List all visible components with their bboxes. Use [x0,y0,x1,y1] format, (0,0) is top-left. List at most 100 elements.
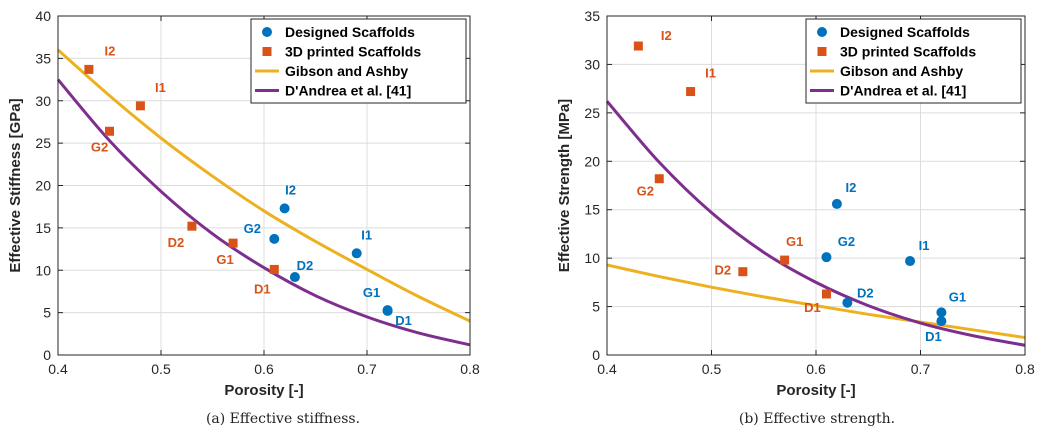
printed-point [228,238,238,248]
point-label: G2 [244,221,261,236]
legend: Designed Scaffolds 3D printed Scaffolds Gi… [805,18,1022,104]
y-tick-label: 25 [35,135,51,151]
point-label: D1 [254,281,271,296]
point-label: I1 [361,227,372,242]
y-tick-label: 10 [35,262,51,278]
legend-square-swatch [817,47,827,56]
figure-caption: (a) Effective stiffness. [206,411,360,427]
y-axis-label: Effective Stiffness [GPa] [7,98,24,272]
x-tick-label: 0.4 [597,361,617,377]
y-tick-label: 35 [584,8,600,24]
x-tick-label: 0.6 [806,361,826,377]
legend-label: D'Andrea et al. [41] [840,83,966,99]
legend-square-swatch [262,47,272,56]
legend-label: Gibson and Ashby [285,63,408,79]
printed-point [686,87,696,97]
point-label: I2 [661,28,672,43]
point-label: D1 [804,300,821,315]
designed-point [936,316,947,327]
designed-point [831,198,842,209]
y-tick-label: 40 [35,8,51,24]
point-label: D2 [715,263,732,278]
x-tick-label: 0.8 [460,361,480,377]
x-tick-label: 0.7 [911,361,931,377]
printed-point [269,264,279,274]
point-label: I1 [155,80,166,95]
point-label: D1 [925,329,942,344]
y-tick-label: 35 [35,50,51,66]
legend-label: Designed Scaffolds [840,24,970,40]
point-label: G1 [786,234,803,249]
y-tick-label: 10 [584,250,600,266]
printed-point [738,267,748,277]
point-label: I1 [705,66,716,81]
legend-label: Designed Scaffolds [285,24,415,40]
printed-point [654,174,664,184]
legend-circle-swatch [262,27,272,37]
point-label: G2 [91,139,108,154]
series-line-d-andrea-et-al-41 [605,100,1026,347]
x-axis-label: Porosity [-] [776,382,855,399]
x-axis-label: Porosity [-] [224,382,303,399]
series-line-d-andrea-et-al-41 [56,78,471,347]
point-label: G1 [216,252,233,267]
x-tick-label: 0.5 [702,361,722,377]
y-tick-label: 0 [592,347,600,363]
y-tick-label: 20 [584,153,600,169]
point-label: D1 [395,313,412,328]
printed-point [187,221,197,231]
printed-point [821,289,831,299]
y-tick-label: 5 [43,305,51,321]
designed-point [269,233,280,244]
chart-panel-stiffness: I2 G2 D2 I1 G1 D1 I2 I1 G2 D2 G1 D1 0.4 0.5 0.6 0.7 0.8 0… [7,8,480,427]
series-line-gibson-and-ashby [57,48,471,323]
printed-point [780,255,790,265]
figure-caption: (b) Effective strength. [739,411,895,427]
printed-point [105,126,114,136]
series-line-gibson-and-ashby [606,263,1026,340]
legend-label: 3D printed Scaffolds [840,44,976,60]
legend-circle-swatch [817,27,827,37]
printed-point [633,41,643,51]
designed-point [905,256,916,267]
designed-point [351,248,362,259]
printed-point [135,101,145,111]
point-label: G1 [949,289,966,304]
point-label: I1 [919,238,930,253]
legend-box [250,18,467,104]
x-tick-label: 0.6 [254,361,274,377]
y-tick-label: 20 [35,178,51,194]
y-tick-label: 30 [35,93,51,109]
legend-box [805,18,1022,104]
point-label: I2 [104,43,115,58]
x-tick-label: 0.4 [48,361,68,377]
legend: Designed Scaffolds 3D printed Scaffolds Gi… [250,18,467,104]
point-label: D2 [857,286,874,301]
point-label: G1 [363,285,380,300]
y-tick-label: 15 [35,220,51,236]
designed-point [279,203,290,214]
point-label: D2 [168,235,185,250]
legend-label: Gibson and Ashby [840,63,963,79]
designed-point [936,307,947,318]
point-label: D2 [297,258,314,273]
x-tick-label: 0.7 [357,361,377,377]
x-tick-label: 0.8 [1015,361,1035,377]
designed-point [821,252,832,263]
point-label: G2 [637,184,654,199]
y-tick-label: 5 [592,299,600,315]
designed-point [842,297,853,308]
point-label: I2 [845,180,856,195]
x-tick-label: 0.5 [151,361,171,377]
legend-label: 3D printed Scaffolds [285,44,421,60]
chart-panel-strength: I2 G2 I1 D2 G1 D1 I2 I1 G2 G1 D2 D1 0.4 0.5 0.6 0.7 0.8 0… [556,8,1035,427]
y-axis-label: Effective Strength [MPa] [556,99,573,272]
y-tick-label: 30 [584,56,600,72]
point-label: G2 [838,234,855,249]
y-tick-label: 15 [584,202,600,218]
point-label: I2 [285,182,296,197]
legend-label: D'Andrea et al. [41] [285,83,411,99]
designed-point [289,272,300,283]
y-tick-label: 0 [43,347,51,363]
